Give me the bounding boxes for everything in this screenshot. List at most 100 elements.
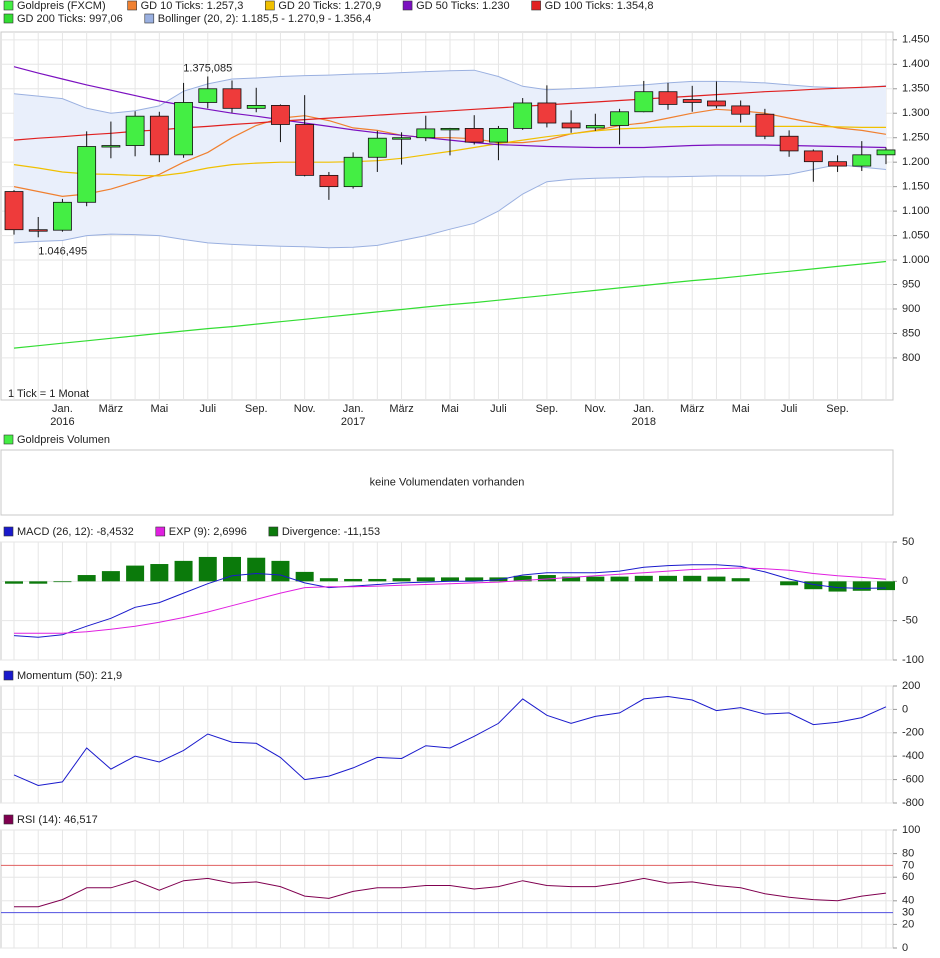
- legend-item: RSI (14): 46,517: [3, 814, 98, 826]
- divergence-bar: [392, 578, 411, 582]
- y-tick-label: 1.350: [902, 83, 930, 95]
- legend-item: Goldpreis Volumen: [3, 434, 110, 446]
- indicator-line: [14, 877, 887, 908]
- divergence-bar: [634, 575, 653, 582]
- y-tick-label: 80: [902, 848, 914, 860]
- divergence-bar: [610, 576, 629, 582]
- no-data-message: keine Volumendaten vorhanden: [370, 476, 525, 488]
- divergence-bar: [731, 578, 750, 582]
- candle-body: [271, 105, 290, 125]
- legend-label: GD 10 Ticks: 1.257,3: [141, 0, 244, 12]
- legend-label: RSI (14): 46,517: [17, 814, 98, 826]
- candle-body: [392, 137, 411, 140]
- ma-line: [13, 260, 887, 349]
- y-tick-label: 60: [902, 871, 914, 883]
- x-tick-label: Mai: [441, 403, 459, 415]
- candle-body: [585, 125, 605, 129]
- candle-body: [779, 135, 799, 152]
- candle-body: [246, 105, 266, 109]
- y-tick-label: 1.050: [902, 229, 930, 241]
- divergence-bar: [101, 571, 120, 582]
- y-tick-label: 1.250: [902, 132, 930, 144]
- candle-body: [658, 91, 678, 105]
- divergence-bar: [295, 571, 314, 582]
- divergence-bar: [174, 560, 193, 582]
- divergence-bar: [683, 575, 702, 582]
- candle-body: [610, 111, 629, 126]
- legend-swatch: [3, 526, 14, 537]
- divergence-bar: [126, 565, 145, 582]
- legend-item: Momentum (50): 21,9: [3, 670, 122, 682]
- x-tick-label: Sep.: [536, 403, 559, 415]
- divergence-bar: [513, 575, 532, 582]
- y-tick-label: 40: [902, 895, 914, 907]
- candle-body: [876, 149, 896, 156]
- candle-body: [489, 128, 508, 143]
- legend-swatch: [155, 526, 166, 537]
- y-tick-label: -800: [902, 797, 924, 809]
- divergence-bar: [828, 581, 847, 592]
- legend-item: Goldpreis (FXCM): [3, 0, 106, 12]
- legend-label: Divergence: -11,153: [282, 526, 380, 538]
- divergence-bar: [319, 578, 338, 582]
- annotation: 1.046,495: [38, 245, 87, 257]
- legend-swatch: [3, 13, 14, 24]
- panel-frame: [0, 685, 894, 804]
- candle-body: [149, 115, 169, 156]
- x-year-label: 2018: [632, 416, 656, 428]
- reference-label: 70: [902, 859, 914, 871]
- candle-body: [174, 102, 193, 156]
- divergence-bar: [344, 578, 363, 582]
- candle-body: [464, 128, 484, 143]
- divergence-bar: [537, 575, 556, 582]
- candle-body: [828, 161, 847, 167]
- candle-body: [319, 174, 339, 188]
- x-tick-label: März: [389, 403, 413, 415]
- legend-label: GD 100 Ticks: 1.354,8: [545, 0, 654, 12]
- indicator-line: [13, 564, 887, 638]
- x-tick-label: Mai: [150, 403, 168, 415]
- divergence-bar: [465, 577, 484, 582]
- legend-label: Momentum (50): 21,9: [17, 670, 122, 682]
- y-tick-label: 0: [902, 703, 908, 715]
- candle-body: [537, 102, 557, 124]
- divergence-bar: [150, 564, 169, 582]
- candle-body: [803, 150, 823, 163]
- candle-body: [513, 102, 533, 129]
- x-tick-label: März: [680, 403, 704, 415]
- candle-body: [731, 105, 751, 115]
- candle-body: [28, 229, 48, 232]
- legend-item: GD 100 Ticks: 1.354,8: [531, 0, 654, 12]
- y-tick-label: 50: [902, 536, 914, 548]
- divergence-bar: [804, 581, 823, 590]
- candle-body: [755, 113, 775, 137]
- bollinger-lower: [13, 164, 887, 249]
- legend-label: GD 50 Ticks: 1.230: [416, 0, 510, 12]
- legend-label: Goldpreis (FXCM): [17, 0, 106, 12]
- legend-item: GD 50 Ticks: 1.230: [402, 0, 510, 12]
- legend-swatch: [531, 0, 541, 11]
- divergence-bar: [77, 575, 96, 582]
- y-tick-label: 1.150: [902, 181, 930, 193]
- candle-body: [125, 115, 145, 146]
- legend-item: GD 20 Ticks: 1.270,9: [265, 0, 381, 12]
- divergence-bar: [707, 576, 726, 582]
- x-tick-label: Nov.: [584, 403, 606, 415]
- x-tick-label: Juli: [490, 403, 507, 415]
- divergence-bar: [5, 581, 23, 584]
- note: 1 Tick = 1 Monat: [8, 388, 89, 400]
- candle-body: [682, 99, 702, 103]
- legend-swatch: [3, 670, 14, 681]
- legend-swatch: [402, 0, 413, 11]
- candle-body: [4, 191, 24, 231]
- x-tick-label: März: [99, 403, 123, 415]
- legend-item: Bollinger (20, 2): 1.185,5 - 1.270,9 - 1…: [144, 13, 371, 25]
- divergence-bar: [247, 557, 266, 582]
- divergence-bar: [53, 581, 72, 583]
- x-tick-label: Jan.: [633, 403, 654, 415]
- y-tick-label: 850: [902, 327, 920, 339]
- annotation: 1.375,085: [183, 62, 232, 74]
- legend-item: EXP (9): 2,6996: [155, 526, 247, 538]
- divergence-bar: [877, 581, 895, 591]
- x-tick-label: Juli: [200, 403, 217, 415]
